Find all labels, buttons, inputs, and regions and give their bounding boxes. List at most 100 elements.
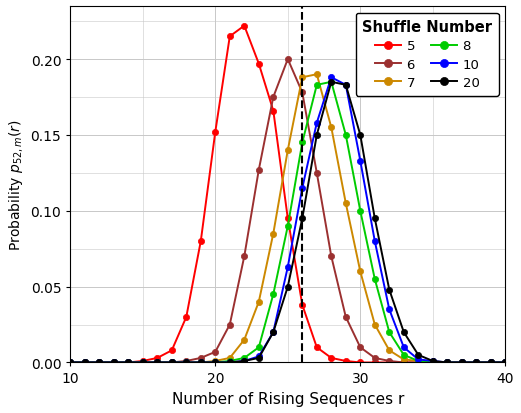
5 xyxy=(270,109,277,114)
8 xyxy=(328,80,334,85)
8 xyxy=(197,360,204,365)
7 xyxy=(430,360,436,365)
5 xyxy=(154,356,160,361)
10 xyxy=(284,265,291,270)
5 xyxy=(343,358,349,363)
6 xyxy=(96,360,103,365)
7 xyxy=(169,360,175,365)
5 xyxy=(169,348,175,353)
7 xyxy=(401,357,407,362)
7 xyxy=(328,126,334,131)
7 xyxy=(140,360,146,365)
7 xyxy=(488,360,494,365)
10 xyxy=(67,360,73,365)
20 xyxy=(328,80,334,85)
6 xyxy=(284,57,291,62)
20 xyxy=(343,83,349,88)
7 xyxy=(458,360,465,365)
8 xyxy=(284,224,291,229)
20 xyxy=(401,330,407,335)
10 xyxy=(430,358,436,363)
20 xyxy=(357,133,364,138)
20 xyxy=(110,360,117,365)
8 xyxy=(371,277,378,282)
8 xyxy=(241,356,247,361)
6 xyxy=(430,360,436,365)
6 xyxy=(140,360,146,365)
6 xyxy=(328,254,334,259)
8 xyxy=(183,360,190,365)
6 xyxy=(227,322,233,327)
8 xyxy=(154,360,160,365)
6 xyxy=(270,95,277,100)
6 xyxy=(415,360,421,365)
10 xyxy=(169,360,175,365)
7 xyxy=(67,360,73,365)
8 xyxy=(444,360,451,365)
6 xyxy=(67,360,73,365)
6 xyxy=(343,315,349,320)
8 xyxy=(270,292,277,297)
8 xyxy=(458,360,465,365)
10 xyxy=(488,360,494,365)
5 xyxy=(212,130,218,135)
7 xyxy=(96,360,103,365)
5 xyxy=(125,360,131,365)
20 xyxy=(270,330,277,335)
5 xyxy=(140,358,146,363)
20 xyxy=(227,360,233,365)
5 xyxy=(357,360,364,365)
20 xyxy=(169,360,175,365)
20 xyxy=(299,216,305,221)
6 xyxy=(314,171,320,176)
6 xyxy=(488,360,494,365)
7 xyxy=(256,299,262,304)
20 xyxy=(197,360,204,365)
10 xyxy=(82,360,88,365)
20 xyxy=(241,358,247,363)
8 xyxy=(256,345,262,350)
8 xyxy=(140,360,146,365)
10 xyxy=(458,360,465,365)
7 xyxy=(82,360,88,365)
20 xyxy=(444,360,451,365)
10 xyxy=(473,360,479,365)
10 xyxy=(212,360,218,365)
6 xyxy=(241,254,247,259)
10 xyxy=(270,330,277,335)
5 xyxy=(197,239,204,244)
5 xyxy=(458,360,465,365)
5 xyxy=(444,360,451,365)
6 xyxy=(444,360,451,365)
8 xyxy=(212,360,218,365)
5 xyxy=(488,360,494,365)
6 xyxy=(169,360,175,365)
10 xyxy=(386,307,392,312)
10 xyxy=(328,76,334,81)
20 xyxy=(502,360,508,365)
8 xyxy=(299,141,305,146)
5 xyxy=(284,216,291,221)
20 xyxy=(125,360,131,365)
7 xyxy=(357,269,364,274)
7 xyxy=(154,360,160,365)
8 xyxy=(386,330,392,335)
X-axis label: Number of Rising Sequences r: Number of Rising Sequences r xyxy=(171,391,404,406)
7 xyxy=(386,348,392,353)
7 xyxy=(110,360,117,365)
10 xyxy=(183,360,190,365)
6 xyxy=(82,360,88,365)
7 xyxy=(270,231,277,236)
Line: 7: 7 xyxy=(67,72,508,366)
10 xyxy=(415,357,421,362)
5 xyxy=(401,360,407,365)
20 xyxy=(212,360,218,365)
7 xyxy=(183,360,190,365)
7 xyxy=(444,360,451,365)
8 xyxy=(488,360,494,365)
8 xyxy=(96,360,103,365)
7 xyxy=(314,73,320,78)
10 xyxy=(314,121,320,126)
8 xyxy=(314,83,320,88)
8 xyxy=(343,133,349,138)
